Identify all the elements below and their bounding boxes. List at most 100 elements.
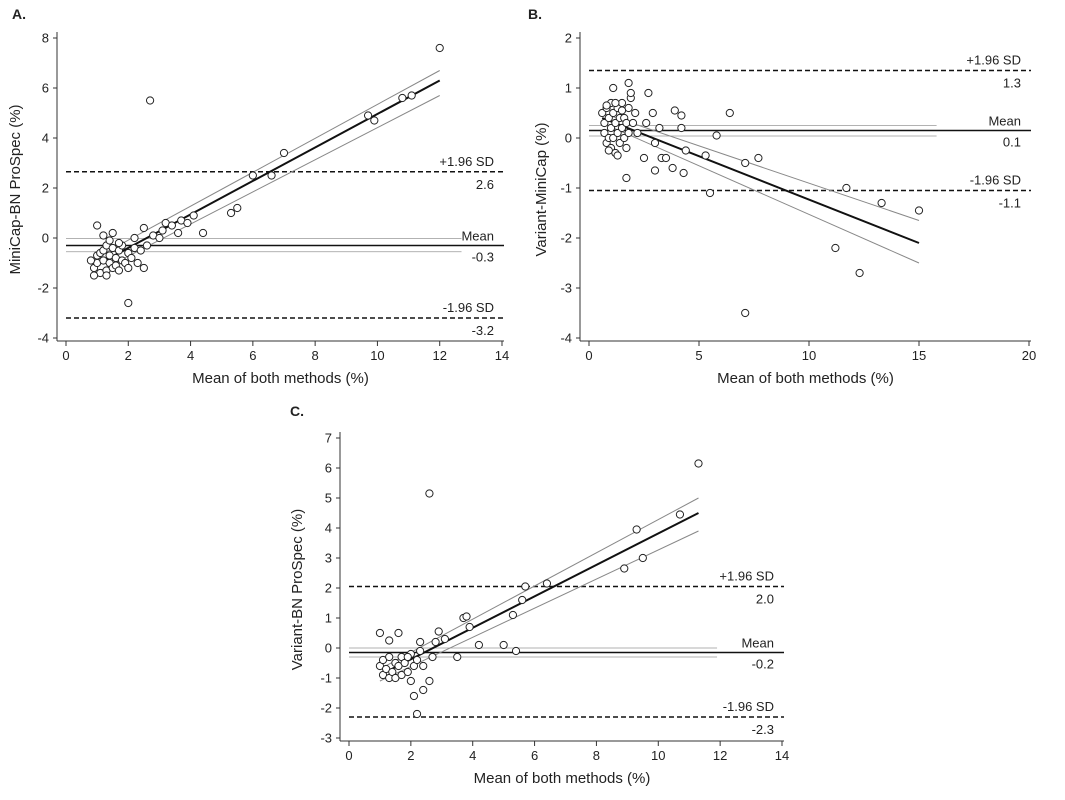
data-point [462,612,471,621]
data-point [705,188,715,198]
x-tick-label: 8 [593,748,600,763]
data-point [248,171,257,180]
data-point [89,271,99,280]
data-point [600,118,609,128]
y-tick-label: 8 [42,31,49,46]
regression-ci-upper [602,112,920,221]
x-tick-label: 2 [125,348,132,363]
data-point [609,133,618,143]
data-point [139,223,148,233]
regression-line [90,79,441,269]
data-point [661,153,671,163]
data-point [650,166,660,175]
mean-label: Mean [461,229,494,244]
data-point [465,622,474,632]
data-point [855,268,864,278]
x-tick-label: 14 [495,348,509,363]
lower-loa-label: -1.96 SD [723,699,774,714]
x-tick-label: 10 [651,748,665,763]
y-tick-label: 1 [325,611,332,626]
regression-ci-upper [90,70,440,261]
y-tick-label: -2 [37,281,49,296]
y-tick-label: 5 [325,491,332,506]
x-tick-label: 0 [585,348,592,363]
regression-ci-lower [379,530,699,682]
data-point [385,636,394,645]
data-point [609,108,618,118]
data-point [518,595,527,605]
data-point [675,510,685,519]
data-point [114,238,124,248]
data-point [133,258,142,268]
data-point [167,221,176,230]
data-point [412,709,422,719]
data-point [725,108,734,118]
data-point [712,131,721,140]
y-tick-label: 6 [325,461,332,476]
y-tick-label: -4 [560,331,572,346]
data-point [385,652,394,662]
data-point [611,98,620,108]
upper-loa-label: +1.96 SD [439,154,494,169]
data-point [628,118,638,128]
x-tick-label: 8 [312,348,319,363]
data-point [598,108,607,118]
data-point [670,106,679,115]
y-axis-title: Variant-MiniCap (%) [533,123,550,257]
data-point [754,153,763,163]
regression-ci-upper [379,497,699,670]
data-point [435,43,444,53]
data-point [174,228,183,238]
data-point [615,138,624,148]
mean-label: Mean [988,114,1021,129]
x-tick-label: 12 [713,748,727,763]
data-point [130,233,139,243]
lower-loa-label: -1.96 SD [443,300,494,315]
data-point [142,241,152,250]
data-point [102,271,111,280]
lower-loa-label: -1.96 SD [970,173,1021,188]
mean-value-label: -0.2 [752,657,774,672]
data-point [648,108,657,118]
data-point [136,246,145,255]
data-point [650,138,660,148]
data-point [604,113,613,123]
y-tick-label: 2 [42,181,49,196]
data-point [398,93,407,103]
data-point [409,691,419,701]
data-point [606,123,616,133]
mean-label: Mean [741,636,774,651]
data-point [155,233,164,243]
data-point [508,610,518,620]
lower-loa-value-label: -1.1 [999,196,1021,211]
data-point [624,128,633,138]
y-tick-label: -4 [37,331,49,346]
y-tick-label: -2 [320,701,332,716]
data-point [617,123,627,133]
data-point [403,667,412,677]
data-point [622,173,631,183]
y-tick-label: 1 [565,81,572,96]
data-point [425,676,434,686]
data-point [99,231,108,240]
data-point [613,151,622,160]
data-point [279,148,289,158]
y-tick-label: -3 [560,281,572,296]
data-point [363,111,373,120]
data-point [694,459,703,468]
x-tick-label: 5 [695,348,702,363]
data-point [681,146,690,155]
mean-value-label: -0.3 [472,250,494,265]
data-point [127,253,136,263]
data-point [626,88,635,98]
data-point [93,221,102,230]
data-point [226,208,236,218]
y-tick-label: 4 [325,521,332,536]
y-tick-label: -3 [320,731,332,746]
data-point [622,143,631,153]
data-point [425,489,434,498]
data-point [620,133,629,143]
regression-ci-lower [601,122,920,264]
